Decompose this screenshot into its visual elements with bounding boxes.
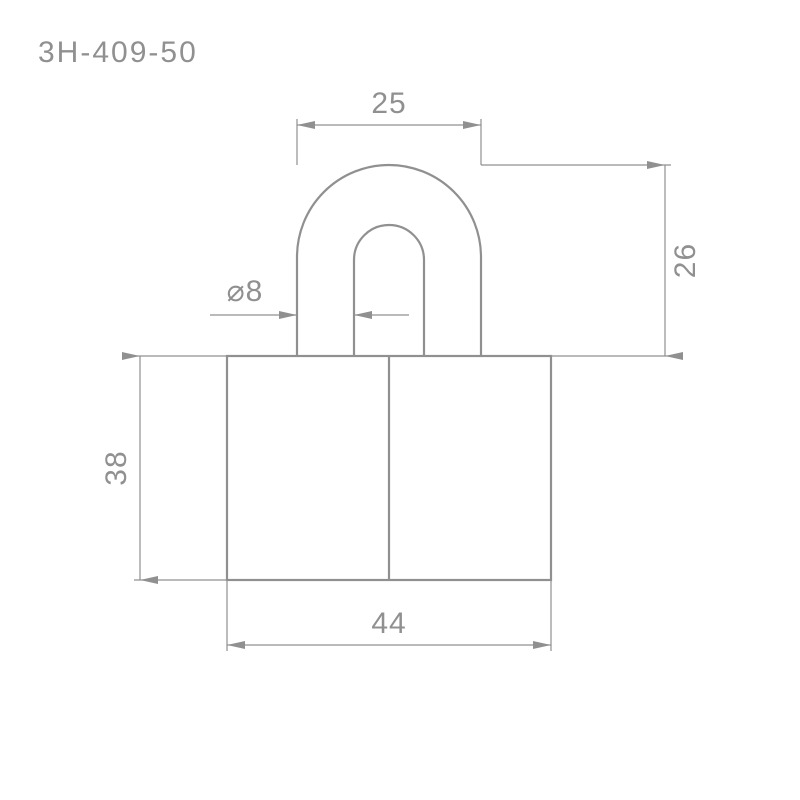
dim-shackle-height: 26 xyxy=(669,243,702,278)
dim-shackle-thickness: ⌀8 xyxy=(227,275,264,308)
dim-body-width: 44 xyxy=(371,607,406,640)
padlock-shackle xyxy=(297,165,481,356)
part-number-label: 3H-409-50 xyxy=(38,36,198,69)
dim-shackle-width: 25 xyxy=(371,87,406,120)
dim-body-height: 38 xyxy=(100,450,133,485)
